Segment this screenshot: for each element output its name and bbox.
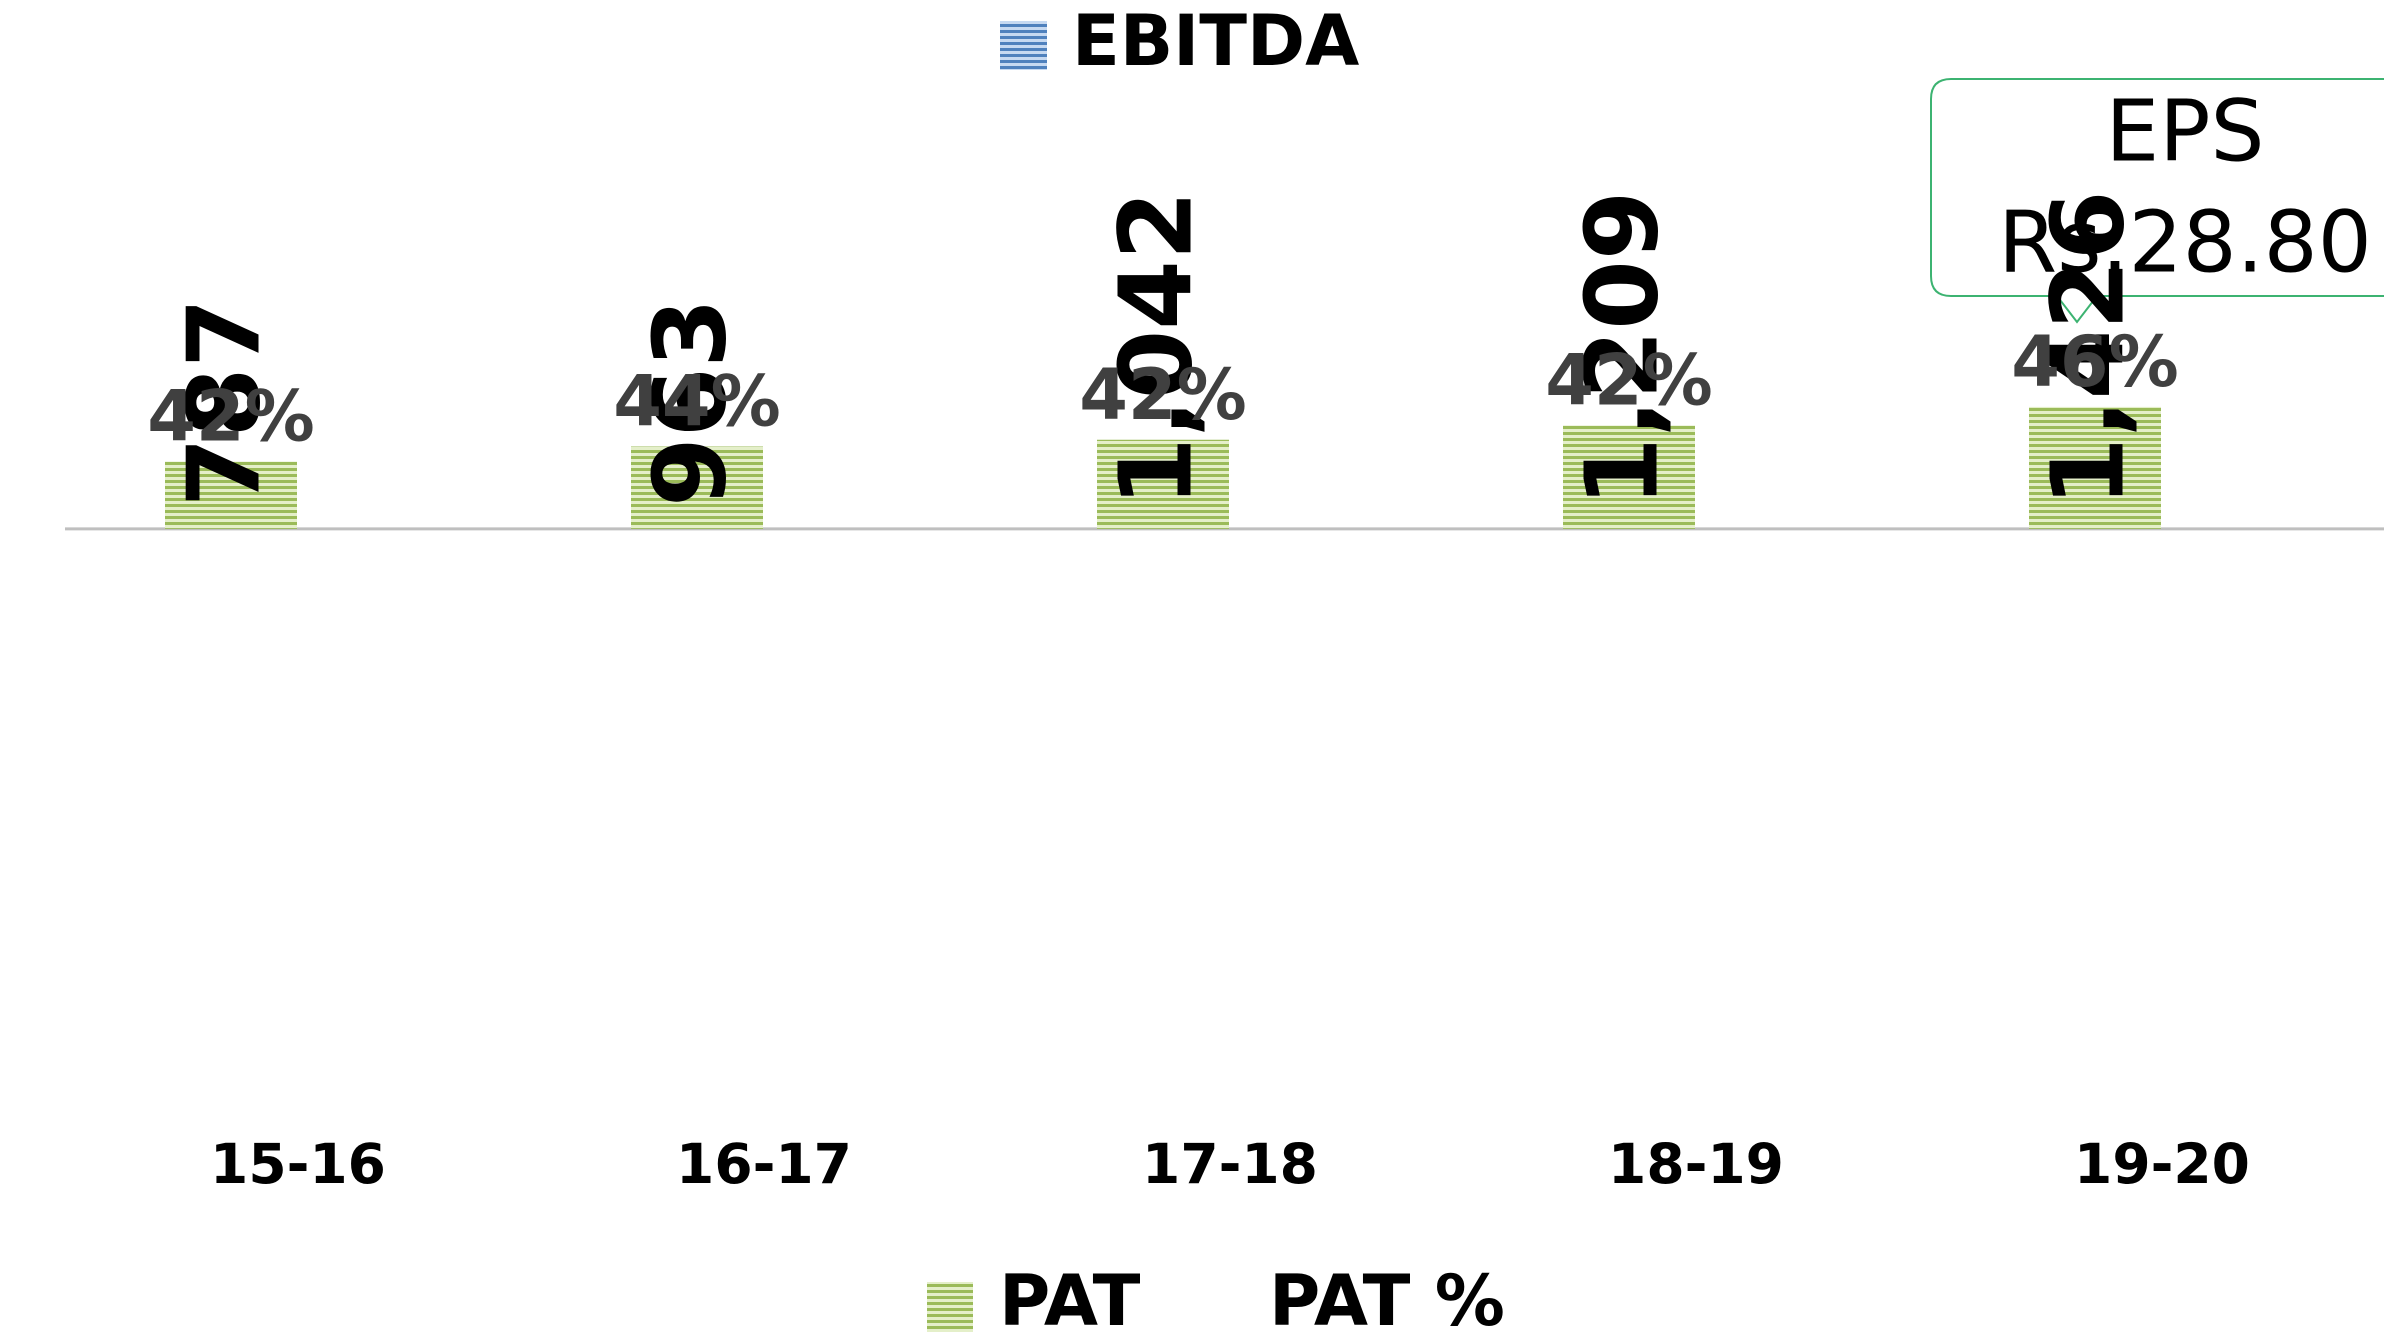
bar [631,446,763,529]
bar-value-label: 787 [165,298,282,507]
annotation-text: EPS [2106,82,2265,181]
x-tick-label: 17-18 [1142,1132,1318,1196]
bar [1563,425,1695,529]
x-tick-label: 18-19 [1608,1132,1784,1196]
bar-value-label: 1,042 [1097,191,1214,507]
percent-label: 44% [613,361,781,443]
x-tick-label: 15-16 [210,1132,386,1196]
legend-label: PAT % [1269,1260,1505,1341]
percent-label: 42% [1545,339,1713,421]
percent-label: 42% [1079,354,1247,436]
percent-label: 46% [2011,321,2179,403]
bar [2029,406,2161,529]
x-tick-label: 19-20 [2074,1132,2250,1196]
legend-swatch [927,1282,973,1332]
annotation-text: Rs.28.80 [1998,193,2372,292]
bar-value-label: 1,209 [1563,191,1680,507]
callout-box [1930,78,2384,324]
bar [165,461,297,529]
x-tick-label: 16-17 [676,1132,852,1196]
bar-value-label: 963 [631,298,748,507]
bar-value-label: 1,426 [2029,191,2146,507]
bar [1097,439,1229,529]
legend-label: PAT [999,1260,1141,1341]
percent-label: 42% [147,376,315,458]
legend-swatch [1000,21,1047,70]
legend-label: EBITDA [1072,0,1359,82]
